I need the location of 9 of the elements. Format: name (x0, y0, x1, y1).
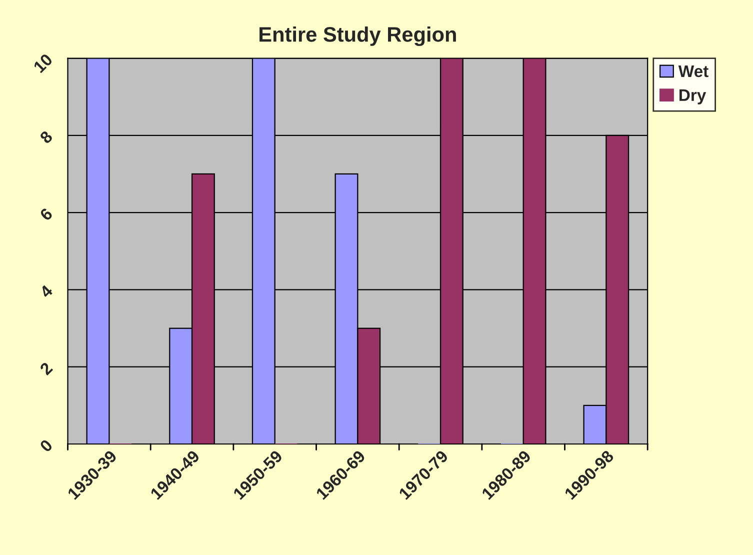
y-tick-label: 0 (39, 438, 54, 453)
y-tick-label: 6 (39, 207, 54, 222)
y-tick-label: 8 (39, 130, 54, 144)
y-tick-label: 10 (32, 53, 54, 74)
legend-label: Wet (678, 66, 708, 78)
y-tick-label: 2 (39, 362, 54, 376)
legend-label: Dry (679, 89, 706, 104)
y-tick-label: 4 (39, 284, 54, 299)
chart-title: Entire Study Region (260, 26, 456, 46)
